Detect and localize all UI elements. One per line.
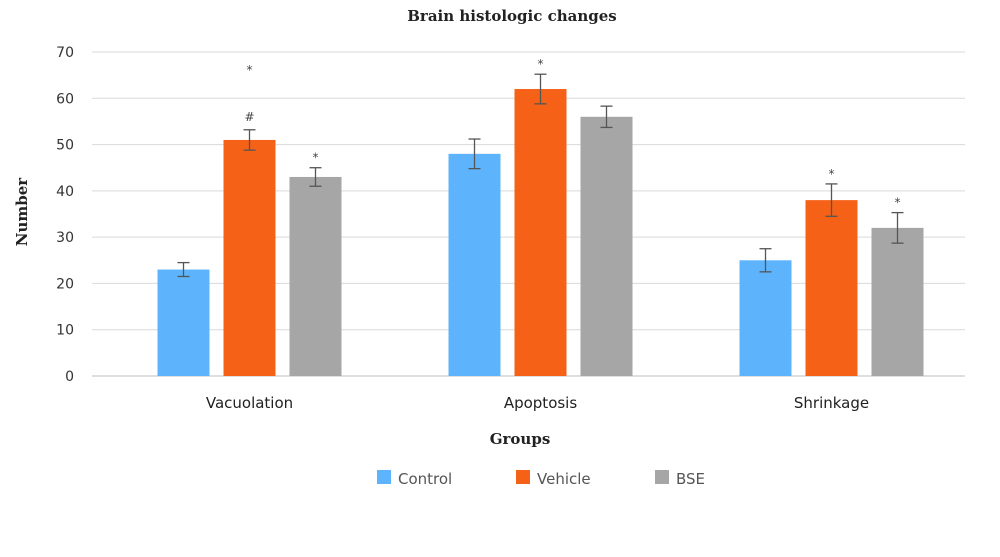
y-tick-label: 0 xyxy=(65,369,74,385)
significance-mark: * xyxy=(895,196,901,210)
y-tick-label: 60 xyxy=(56,91,74,107)
bar-vehicle-apoptosis xyxy=(514,89,567,377)
bar-vehicle-shrinkage xyxy=(805,200,858,376)
category-label: Vacuolation xyxy=(206,394,293,412)
significance-mark: * xyxy=(247,63,253,77)
bar-vehicle-vacuolation xyxy=(223,139,276,376)
significance-mark: * xyxy=(829,167,835,181)
y-axis-ticks: 0 10 20 30 40 50 60 70 xyxy=(56,45,74,385)
bar-bse-shrinkage xyxy=(871,227,924,376)
y-tick-label: 30 xyxy=(56,230,74,246)
legend-swatch-vehicle xyxy=(516,470,530,484)
y-tick-label: 70 xyxy=(56,45,74,61)
chart-title: Brain histologic changes xyxy=(407,7,617,25)
category-labels: Vacuolation Apoptosis Shrinkage xyxy=(206,394,869,412)
legend-label-vehicle: Vehicle xyxy=(537,470,591,488)
legend-label-bse: BSE xyxy=(676,470,705,488)
error-bars xyxy=(177,73,904,278)
bar-control-shrinkage xyxy=(739,260,792,376)
bar-control-apoptosis xyxy=(448,153,501,376)
significance-mark: * xyxy=(538,57,544,71)
significance-annotations: # * * * * * xyxy=(244,57,900,209)
legend-swatch-bse xyxy=(655,470,669,484)
y-tick-label: 10 xyxy=(56,323,74,339)
y-tick-label: 50 xyxy=(56,138,74,154)
category-label: Apoptosis xyxy=(504,394,578,412)
legend-swatch-control xyxy=(377,470,391,484)
significance-mark: * xyxy=(313,151,319,165)
bar-control-vacuolation xyxy=(157,269,210,376)
category-label: Shrinkage xyxy=(794,394,869,412)
y-axis-title: Number xyxy=(13,177,31,247)
x-axis-title: Groups xyxy=(490,430,551,448)
bar-bse-vacuolation xyxy=(289,176,342,376)
bars xyxy=(157,89,924,377)
significance-mark: # xyxy=(244,110,254,124)
y-tick-label: 20 xyxy=(56,276,74,292)
y-tick-label: 40 xyxy=(56,184,74,200)
legend: Control Vehicle BSE xyxy=(377,470,705,488)
bar-bse-apoptosis xyxy=(580,116,633,377)
legend-label-control: Control xyxy=(398,470,452,488)
